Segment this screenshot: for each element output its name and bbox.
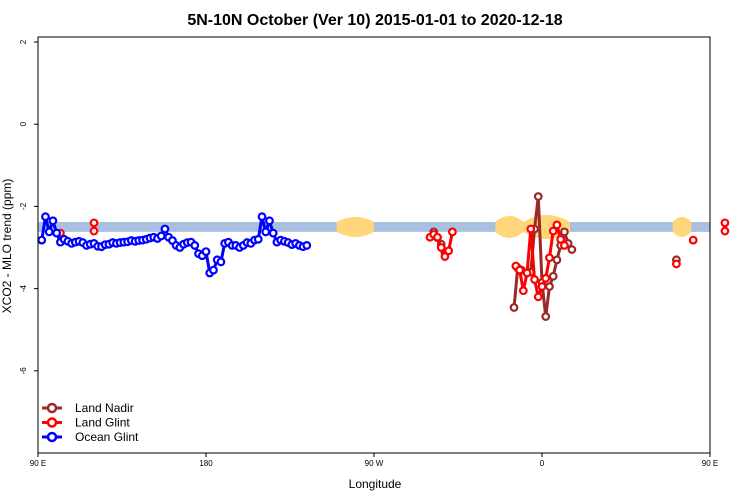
ocean-glint-point xyxy=(253,234,263,244)
y-axis-title: XCO2 - MLO trend (ppm) xyxy=(0,179,14,314)
legend-swatch-marker xyxy=(46,417,58,428)
ocean-glint-point xyxy=(216,257,226,267)
land-nadir-point xyxy=(541,312,551,321)
land-glint-point xyxy=(515,265,524,275)
land-glint-point xyxy=(89,226,99,236)
land-glint-point xyxy=(688,235,698,245)
land-ocean-band xyxy=(38,214,710,240)
plot-area-frame xyxy=(37,36,711,454)
y-tick-label: 2 xyxy=(19,39,28,44)
land-nadir-point xyxy=(533,192,543,201)
land-glint-point xyxy=(526,224,536,234)
legend-label-land-glint: Land Glint xyxy=(75,416,130,430)
land-region-3 xyxy=(672,216,692,238)
ocean-glint-point xyxy=(261,227,271,237)
land-glint-point xyxy=(537,282,547,291)
land-glint-point xyxy=(541,273,551,283)
ocean-glint-point xyxy=(48,216,58,226)
x-tick-label: 90 W xyxy=(365,459,384,468)
land-glint-point xyxy=(720,218,730,228)
ocean-glint-point xyxy=(37,235,47,245)
land-glint-point xyxy=(552,220,562,230)
land-glint-point xyxy=(448,227,457,237)
land-glint-point xyxy=(533,292,543,302)
land-glint-point xyxy=(436,243,446,252)
land-nadir-point xyxy=(560,227,569,237)
ocean-glint-point xyxy=(268,228,278,238)
land-glint-point xyxy=(556,234,566,244)
ocean-glint-point xyxy=(52,228,62,238)
axes: 90 E 180 90 W 0 90 E 2 0 -2 -4 -6 xyxy=(19,39,718,468)
ocean-glint-point xyxy=(44,227,54,237)
land-glint-point xyxy=(518,286,528,296)
y-tick-label: 0 xyxy=(19,121,28,126)
land-nadir-point xyxy=(567,245,577,254)
x-tick-label: 90 E xyxy=(702,459,718,468)
ocean-glint-point xyxy=(41,212,50,222)
x-axis-title: Longitude xyxy=(349,477,402,491)
ocean-glint-point xyxy=(265,216,274,226)
land-glint-point xyxy=(548,226,558,236)
x-tick-label: 180 xyxy=(199,459,213,468)
land-glint-point xyxy=(522,268,532,278)
ocean-glint-point xyxy=(190,241,200,250)
legend-label-ocean-glint: Ocean Glint xyxy=(75,430,139,444)
land-glint-point xyxy=(560,241,569,250)
ocean-glint-point xyxy=(201,247,211,257)
ocean-glint-point xyxy=(302,241,312,250)
y-tick-label: -2 xyxy=(19,202,28,210)
x-tick-label: 90 E xyxy=(30,459,46,468)
land-nadir-point xyxy=(552,255,562,265)
chart-title: 5N-10N October (Ver 10) 2015-01-01 to 20… xyxy=(187,12,562,29)
land-region-0 xyxy=(336,216,374,238)
land-nadir-point xyxy=(509,303,519,312)
series-layer xyxy=(37,192,730,321)
y-tick-label: -6 xyxy=(19,367,28,375)
land-glint-point xyxy=(433,232,442,242)
legend-swatch-marker xyxy=(46,402,58,414)
land-glint-point xyxy=(672,259,681,269)
land-glint-point xyxy=(545,253,554,263)
land-glint-point xyxy=(440,252,450,261)
land-nadir-point xyxy=(545,282,554,291)
land-region-1 xyxy=(495,215,524,239)
land-glint-point xyxy=(530,275,539,284)
ocean-glint-point xyxy=(156,231,166,241)
land-glint-point xyxy=(89,218,99,228)
land-nadir-point xyxy=(548,271,558,281)
ocean-glint-point xyxy=(160,224,170,234)
legend-label-land-nadir: Land Nadir xyxy=(75,401,134,415)
ocean-glint-point xyxy=(209,265,218,275)
land-glint-point xyxy=(444,246,454,256)
land-glint-point xyxy=(720,226,730,236)
ocean-glint-point xyxy=(257,212,267,222)
y-tick-label: -4 xyxy=(19,284,28,292)
x-tick-label: 0 xyxy=(540,459,545,468)
legend-swatch-marker xyxy=(46,431,58,443)
